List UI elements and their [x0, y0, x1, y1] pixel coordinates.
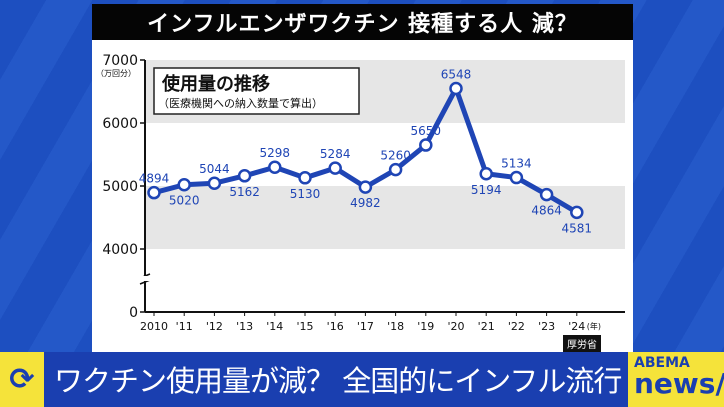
data-point	[237, 169, 252, 183]
chart-title-box	[153, 67, 360, 115]
y-tick-label: 6000	[102, 116, 138, 132]
y-axis-unit: （万回分）	[96, 69, 136, 78]
data-label: 5260	[380, 149, 411, 163]
logo-top: ABEMA	[634, 355, 690, 371]
data-label: 4581	[562, 221, 593, 235]
x-tick-label: '19	[417, 320, 434, 333]
x-tick-label: '20	[447, 320, 464, 333]
data-label: 5194	[471, 183, 502, 197]
data-point	[570, 205, 584, 220]
data-label: 5298	[260, 146, 291, 160]
abema-news-logo: ABEMA news/	[628, 352, 724, 407]
x-tick-label: '17	[357, 320, 374, 333]
data-label: 4864	[531, 204, 562, 218]
data-label: 5130	[290, 187, 321, 201]
y-tick-label: 4000	[102, 242, 138, 258]
logo-bottom: news/	[634, 367, 724, 400]
data-point	[358, 180, 373, 194]
chart-subtitle: （医療機関への納入数量で算出）	[158, 96, 323, 110]
x-tick-label: '24	[568, 320, 585, 333]
y-tick-label: 7000	[102, 53, 138, 69]
data-label: 5044	[199, 162, 230, 176]
data-label: 4894	[139, 172, 170, 186]
y-tick-label: 0	[129, 305, 138, 321]
x-tick-label: '12	[206, 320, 223, 333]
data-label: 6548	[441, 67, 472, 81]
source-label: 厚労省	[563, 335, 601, 352]
data-point	[449, 81, 463, 96]
data-point	[328, 161, 342, 175]
x-tick-label: '21	[478, 320, 495, 333]
x-axis-unit: (年)	[587, 321, 601, 331]
data-point	[298, 171, 312, 185]
refresh-arrows-icon: ⟳	[0, 352, 44, 407]
data-label: 4982	[350, 196, 381, 210]
x-tick-label: '15	[296, 320, 313, 333]
data-point	[388, 162, 403, 177]
data-point	[479, 167, 493, 181]
x-tick-label: '11	[176, 320, 193, 333]
chart-headline: インフルエンザワクチン 接種する人 減？	[92, 4, 633, 40]
data-label: 5134	[501, 157, 532, 171]
data-point	[268, 160, 282, 174]
ticker-headline: ワクチン使用量が減？ 全国的にインフル流行	[54, 364, 622, 398]
x-tick-label: '16	[327, 320, 344, 333]
data-label: 5284	[320, 147, 351, 161]
x-tick-label: 2010	[140, 320, 168, 333]
data-label: 5650	[411, 124, 442, 138]
data-label: 5162	[229, 185, 260, 199]
x-tick-label: '18	[387, 320, 404, 333]
x-tick-label: '22	[508, 320, 525, 333]
bottom-ticker: ⟳ ワクチン使用量が減？ 全国的にインフル流行 ABEMA news/	[0, 352, 724, 407]
axis-break-gap	[139, 276, 151, 281]
chart-panel: 0 4000 5000 6000 7000 （万回分） 2010 '11 '12 '13 '14 '1…	[92, 40, 633, 352]
data-point	[419, 138, 433, 152]
data-point	[177, 177, 191, 192]
data-point	[207, 176, 222, 190]
y-tick-label: 5000	[102, 179, 138, 195]
line-chart: 0 4000 5000 6000 7000（万回分） 2010 '11 '12 '13 '14 '1…	[96, 53, 625, 333]
x-tick-label: '23	[538, 320, 555, 333]
data-point	[509, 170, 524, 185]
data-point	[539, 187, 554, 202]
x-tick-label: '13	[236, 320, 253, 333]
data-point	[147, 185, 161, 200]
x-tick-label: '14	[266, 320, 283, 333]
data-label: 5020	[169, 194, 200, 208]
chart-title: 使用量の推移	[161, 73, 270, 95]
